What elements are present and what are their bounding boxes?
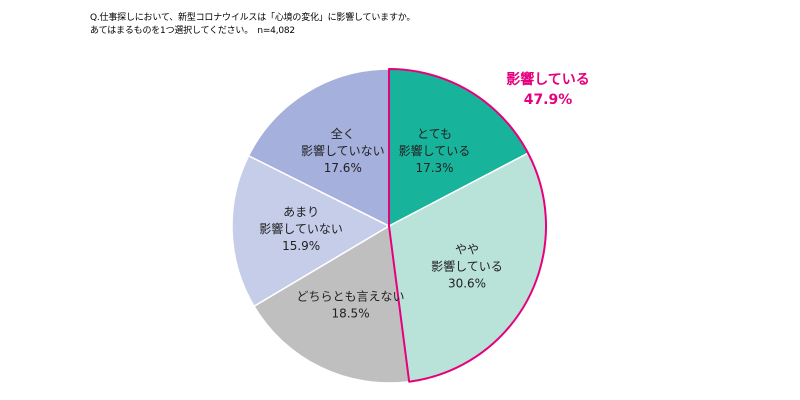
slice-category-label: 影響している <box>431 259 503 274</box>
pie-slice <box>231 154 391 308</box>
question-text: Q.仕事探しにおいて、新型コロナウイルスは「心境の変化」に影響していますか。 あ… <box>90 12 415 37</box>
pie-slice <box>247 68 390 228</box>
pie-labels: とても影響している17.3%やや影響している30.6%どちらとも言えない18.5… <box>259 126 503 320</box>
slice-value-label: 17.3% <box>415 161 453 175</box>
callout-value: 47.9% <box>524 92 573 108</box>
slice-category-label: とても <box>417 127 452 141</box>
question-line-1: Q.仕事探しにおいて、新型コロナウイルスは「心境の変化」に影響していますか。 <box>90 13 416 23</box>
highlight-outline <box>388 68 548 383</box>
slice-value-label: 18.5% <box>331 307 369 321</box>
slice-category-label: 影響している <box>399 143 471 158</box>
slice-category-label: あまり <box>283 205 319 219</box>
slice-value-label: 17.6% <box>324 161 362 175</box>
question-line-2: あてはまるものを1つ選択してください。 n=4,082 <box>90 25 295 36</box>
slice-value-label: 15.9% <box>282 239 320 253</box>
slice-category-label: やや <box>455 243 479 257</box>
slice-label: どちらとも言えない 18.5% <box>297 290 405 321</box>
slice-category-label: 全く <box>331 126 355 141</box>
pie-slice <box>253 224 411 384</box>
slice-category-label: どちらとも言えない <box>297 290 405 304</box>
slice-value-label: 30.6% <box>448 277 486 291</box>
callout-label: 影響している <box>506 71 590 88</box>
slice-category-label: 影響していない <box>259 221 343 236</box>
slice-category-label: 影響していない <box>301 143 385 158</box>
